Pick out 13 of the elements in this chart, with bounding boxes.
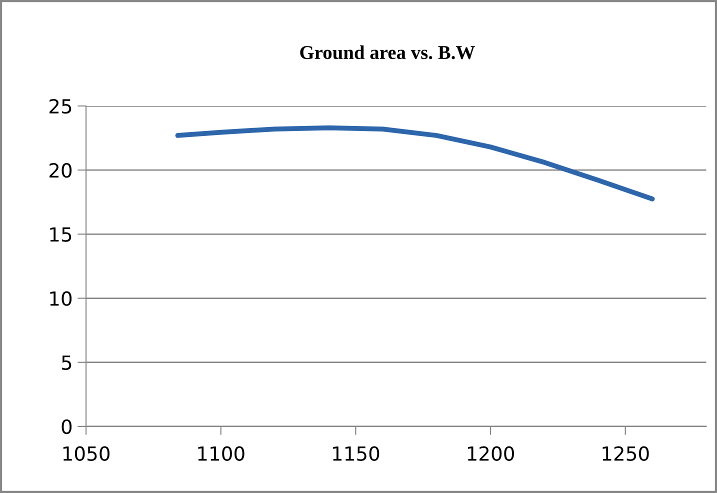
y-tick-label: 25	[50, 98, 72, 114]
y-tick-label: 5	[62, 356, 72, 370]
x-tick-label: 1200	[468, 446, 514, 461]
x-tick-label: 1150	[333, 446, 380, 461]
x-tick-label: 1250	[602, 446, 649, 461]
y-tick-label: 20	[50, 163, 72, 178]
y-tick-label: 15	[50, 227, 72, 242]
x-tick-label: 1100	[198, 446, 244, 461]
y-tick-label: 10	[50, 291, 72, 306]
y-tick-label: 0	[62, 419, 72, 434]
line-series	[175, 125, 655, 202]
x-tick-label: 1050	[63, 446, 110, 461]
chart-title: Ground area vs. B.W	[300, 45, 475, 60]
